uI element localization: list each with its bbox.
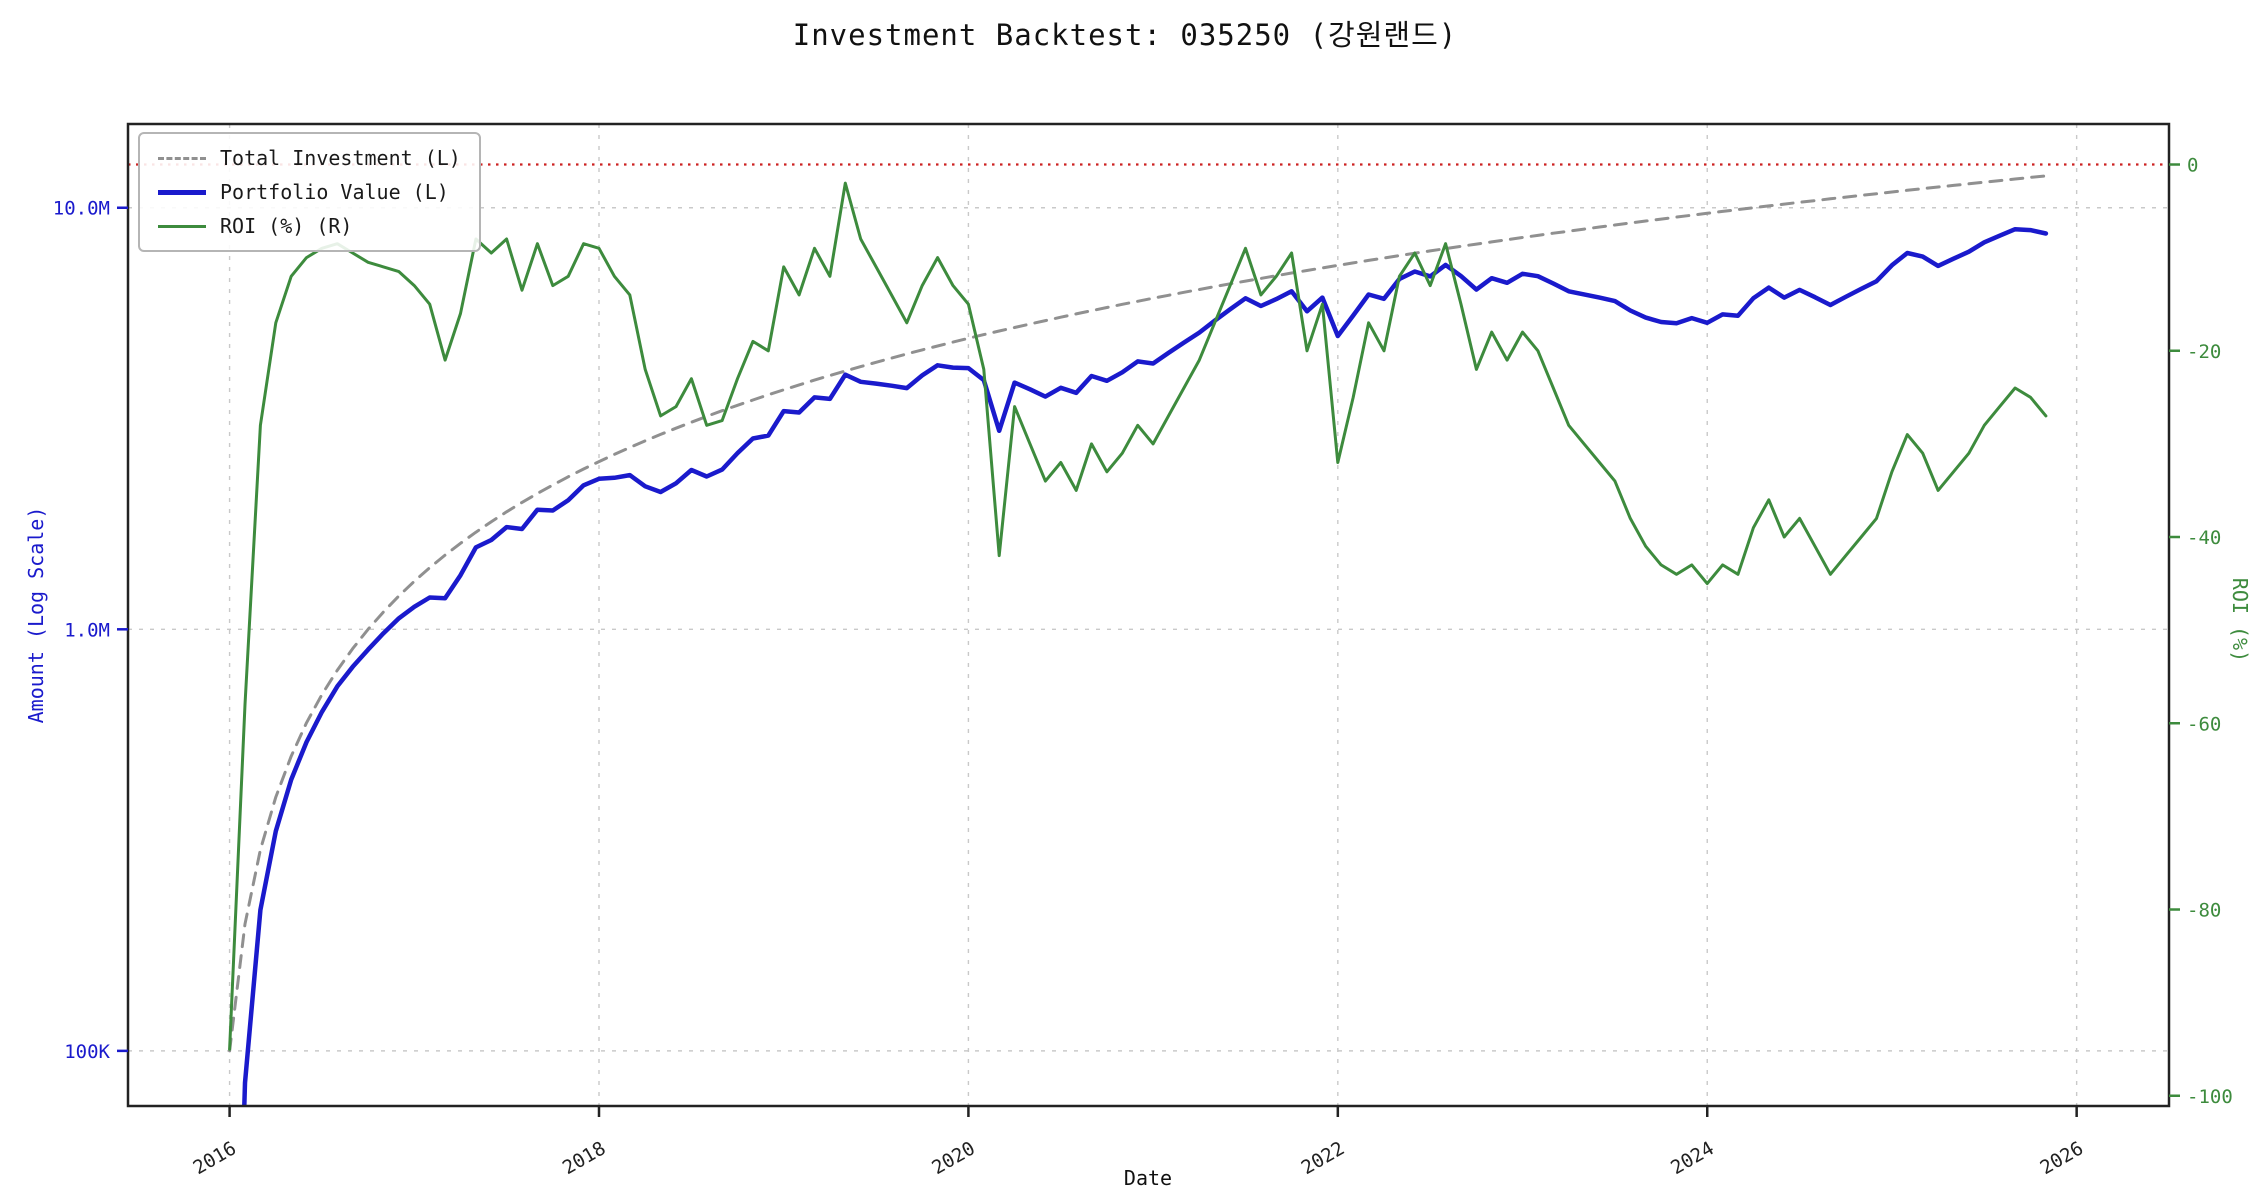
right-tick-label: -40	[2187, 527, 2221, 549]
x-tick-label: 2024	[1667, 1137, 1718, 1179]
legend-label: ROI (%) (R)	[220, 214, 353, 238]
roi-line	[228, 181, 2048, 1051]
right-tick-label: -100	[2187, 1086, 2233, 1108]
x-tick-label: 2016	[189, 1137, 240, 1179]
roi-axis-label: ROI (%)	[2228, 577, 2250, 663]
right-tick-label: 0	[2187, 155, 2198, 177]
left-tick-label: 1.0M	[64, 619, 110, 641]
chart-title: Investment Backtest: 035250 (강원랜드)	[792, 18, 1458, 52]
amount-axis-label: Amount (Log Scale)	[24, 506, 48, 724]
legend-label: Portfolio Value (L)	[220, 180, 449, 204]
legend-item-roi: ROI (%) (R)	[158, 214, 461, 238]
portfolio-value-line	[242, 226, 2049, 1106]
x-tick-label: 2026	[2037, 1137, 2088, 1179]
right-tick-label: -60	[2187, 713, 2221, 735]
date-axis-label: Date	[1123, 1166, 1173, 1190]
legend-item-portfolio-value: Portfolio Value (L)	[158, 180, 461, 204]
roi-line-sample	[158, 224, 206, 228]
x-tick-label: 2018	[559, 1137, 610, 1179]
plot-border	[126, 122, 2171, 1108]
left-tick-label: 100K	[64, 1041, 110, 1063]
legend-label: Total Investment (L)	[220, 146, 461, 170]
portfolio-value-line-sample	[158, 189, 206, 195]
total-investment-line	[228, 174, 2048, 1053]
legend-item-total-investment: Total Investment (L)	[158, 146, 461, 170]
legend: Total Investment (L) Portfolio Value (L)…	[138, 132, 481, 252]
total-investment-line-sample	[158, 156, 206, 160]
right-tick-label: -20	[2187, 341, 2221, 363]
x-tick-label: 2020	[928, 1137, 979, 1179]
right-tick-label: -80	[2187, 900, 2221, 922]
left-tick-label: 10.0M	[53, 198, 110, 220]
x-tick-label: 2022	[1298, 1137, 1349, 1179]
